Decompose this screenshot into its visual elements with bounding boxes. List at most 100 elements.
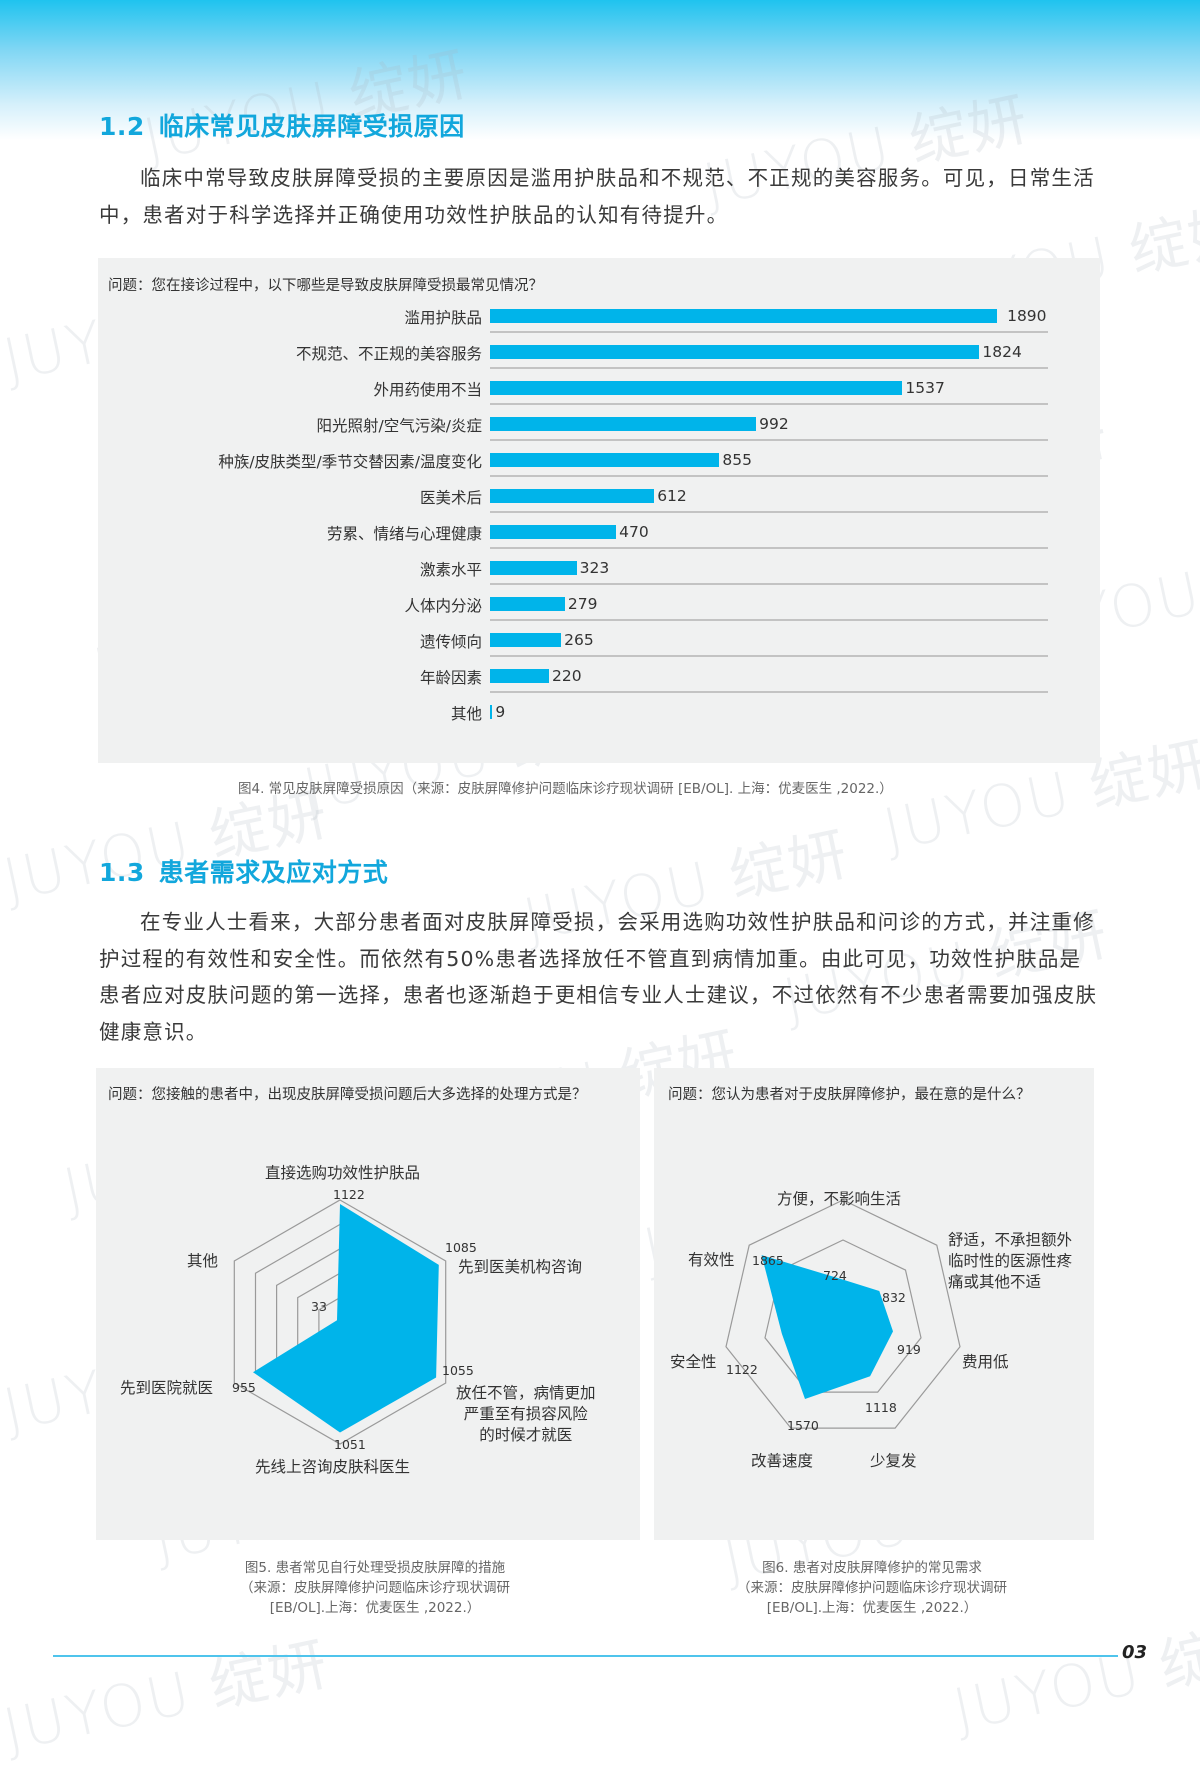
bar-category-label: 劳累、情绪与心理健康 (326, 525, 482, 543)
figure4-caption: 图4. 常见皮肤屏障受损原因（来源：皮肤屏障修护问题临床诊疗现状调研 [EB/O… (238, 781, 893, 797)
bar-row: 医美术后 612 (98, 487, 1100, 524)
bar-category-label: 其他 (450, 705, 482, 723)
bar-value-label: 265 (564, 631, 594, 649)
bar-category-label: 滥用护肤品 (404, 309, 482, 327)
bar-row: 阳光照射/空气污染/炎症 992 (98, 415, 1100, 452)
radar-axis-label: 其他 (187, 1252, 219, 1270)
bar (490, 309, 998, 323)
bar-category-label: 遗传倾向 (419, 633, 482, 651)
bar (490, 345, 980, 359)
radar-data-area (761, 1255, 893, 1399)
section-number: 1.2 (99, 112, 145, 141)
bar-row: 激素水平 323 (98, 559, 1100, 596)
bar-value-label: 1890 (1007, 307, 1047, 325)
bar-row: 人体内分泌 279 (98, 595, 1100, 632)
figure4-chart-panel: 问题：您在接诊过程中，以下哪些是导致皮肤屏障受损最常见情况？ 滥用护肤品 1890… (98, 258, 1100, 763)
bar (490, 453, 720, 467)
grid-line (490, 475, 1048, 477)
bar-row: 不规范、不正规的美容服务 1824 (98, 343, 1100, 380)
bar-value-label: 855 (722, 451, 752, 469)
radar-data-area (253, 1204, 439, 1433)
caption-line: [EB/OL].上海：优麦医生 ,2022.） (269, 1600, 481, 1616)
bar-row: 其他 9 (98, 703, 1100, 740)
section-heading: 临床常见皮肤屏障受损原因 (158, 112, 465, 141)
bar-row: 滥用护肤品 1890 (98, 307, 1100, 344)
bar-value-label: 1537 (905, 379, 945, 397)
grid-line (490, 619, 1048, 621)
radar-axis-label: 舒适，不承担额外 临时性的医源性疼 痛或其他不适 (948, 1230, 1072, 1293)
section-title-1-2: 1.2 临床常见皮肤屏障受损原因 (99, 107, 465, 143)
section-title-1-3: 1.3 患者需求及应对方式 (99, 853, 388, 889)
radar-value: 1122 (333, 1187, 365, 1202)
radar-value: 1085 (445, 1240, 477, 1255)
grid-line (490, 655, 1048, 657)
radar-axis-label: 放任不管，病情更加 严重至有损容风险 的时候才就医 (456, 1383, 596, 1446)
bar (490, 417, 757, 431)
radar-axis-label-line: 放任不管，病情更加 (456, 1384, 596, 1402)
radar-value: 832 (882, 1290, 906, 1305)
bar-category-label: 人体内分泌 (404, 597, 482, 615)
radar-axis-label: 先到医美机构咨询 (458, 1258, 583, 1276)
grid-line (490, 547, 1048, 549)
radar-axis-label: 少复发 (870, 1452, 917, 1470)
radar-grid-ring (725, 1199, 961, 1429)
bar-row: 种族/皮肤类型/季节交替因素/温度变化 855 (98, 451, 1100, 488)
grid-line (490, 331, 1048, 333)
caption-line: 图6. 患者对皮肤屏障修护的常见需求 (762, 1560, 982, 1576)
radar-axis-label: 安全性 (670, 1353, 717, 1371)
radar-axis-label-line: 临时性的医源性疼 (948, 1252, 1073, 1270)
page-number: 03 (1122, 1642, 1148, 1663)
radar-axis-label: 直接选购功效性护肤品 (265, 1164, 421, 1182)
caption-line: [EB/OL].上海：优麦医生 ,2022.） (766, 1600, 978, 1616)
bar-value-label: 470 (619, 523, 649, 541)
bar (490, 525, 617, 539)
figure5-caption: 图5. 患者常见自行处理受损皮肤屏障的措施 （来源：皮肤屏障修护问题临床诊疗现状… (205, 1558, 545, 1618)
chart-question: 问题：您在接诊过程中，以下哪些是导致皮肤屏障受损最常见情况？ (108, 278, 543, 294)
bar-value-label: 9 (495, 703, 506, 721)
figure6-caption: 图6. 患者对皮肤屏障修护的常见需求 （来源：皮肤屏障修护问题临床诊疗现状调研 … (722, 1558, 1022, 1618)
radar-axis-label-line: 严重至有损容风险 (463, 1405, 588, 1423)
radar-value: 1051 (334, 1437, 366, 1452)
grid-line (490, 439, 1048, 441)
radar-value: 1570 (787, 1418, 819, 1433)
radar-value: 1118 (865, 1400, 897, 1415)
bar-value-label: 1824 (982, 343, 1022, 361)
bar-category-label: 外用药使用不当 (373, 381, 482, 399)
section-1-3-paragraph: 在专业人士看来，大部分患者面对皮肤屏障受损，会采用选购功效性护肤品和问诊的方式，… (99, 910, 1098, 1044)
radar-axis-label: 有效性 (688, 1251, 735, 1269)
chart-question: 问题：您接触的患者中，出现皮肤屏障受损问题后大多选择的处理方式是？ (108, 1087, 587, 1103)
radar-value: 1865 (752, 1253, 784, 1268)
section-number: 1.3 (99, 858, 145, 887)
radar-axis-label-line: 痛或其他不适 (948, 1273, 1042, 1291)
radar-axis-label: 方便，不影响生活 (777, 1190, 902, 1208)
section-1-2-paragraph: 临床中常导致皮肤屏障受损的主要原因是滥用护肤品和不规范、不正规的美容服务。可见，… (99, 166, 1095, 227)
radar-grid-ring (233, 1199, 447, 1445)
header-gradient-band (0, 0, 1200, 140)
radar-axis-label: 先到医院就医 (120, 1379, 214, 1397)
radar-axis-label: 费用低 (962, 1353, 1009, 1371)
chart-question: 问题：您认为患者对于皮肤屏障修护，最在意的是什么？ (668, 1087, 1031, 1103)
bar-category-label: 不规范、不正规的美容服务 (295, 345, 482, 363)
bar (490, 561, 577, 575)
radar-chart-needs (725, 1199, 961, 1429)
grid-line (490, 403, 1048, 405)
grid-line (490, 583, 1048, 585)
bar (490, 381, 903, 395)
bar (490, 705, 493, 719)
bar-category-label: 阳光照射/空气污染/炎症 (316, 417, 482, 435)
bar (490, 633, 562, 647)
radar-axis-label-line: 舒适，不承担额外 (948, 1231, 1073, 1249)
bar-value-label: 992 (759, 415, 789, 433)
grid-line (490, 367, 1048, 369)
caption-line: 图5. 患者常见自行处理受损皮肤屏障的措施 (244, 1560, 506, 1576)
radar-value: 919 (897, 1342, 921, 1357)
footer-divider (53, 1655, 1118, 1657)
bar-category-label: 医美术后 (419, 489, 482, 507)
radar-value: 1122 (726, 1362, 758, 1377)
bar-value-label: 279 (567, 595, 598, 613)
radar-value: 724 (823, 1268, 847, 1283)
bar-row: 外用药使用不当 1537 (98, 379, 1100, 416)
section-heading: 患者需求及应对方式 (158, 858, 389, 887)
bar-category-label: 种族/皮肤类型/季节交替因素/温度变化 (218, 453, 482, 471)
bar-value-label: 323 (579, 559, 610, 577)
